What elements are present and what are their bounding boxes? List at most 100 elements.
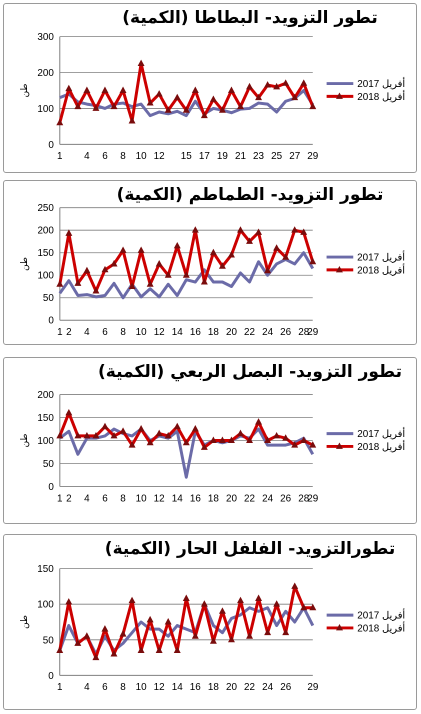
data-point-2018 [110,102,118,110]
y-tick-label: 200 [37,390,54,401]
data-point-2018 [273,82,281,90]
y-tick-label: 200 [37,226,54,237]
data-point-2018 [128,117,136,124]
series-line-2017 [58,251,315,300]
data-point-2018 [182,594,190,601]
legend-label-2018: أفريل 2018 [357,440,405,453]
legend-label-2017: أفريل 2017 [357,77,405,90]
legend-label-2018: أفريل 2018 [357,621,405,634]
data-point-2018 [164,271,172,278]
x-tick-label: 23 [253,151,264,162]
x-tick-label: 29 [307,682,318,693]
data-point-2018 [264,266,272,274]
data-point-2018 [65,84,73,92]
x-tick-label: 24 [262,493,273,504]
data-point-2018 [282,253,290,260]
chart-svg: 0 100 200 300 طن 1 4 6 8 10 12 15 17 19 21 23 25 27 29 أفري… [20,32,405,162]
data-point-2018 [92,431,100,439]
data-point-2018 [137,646,145,653]
data-point-2018 [119,630,127,637]
legend-marker-2018 [335,265,343,273]
y-tick-label: 150 [37,564,54,575]
data-point-2018 [56,646,64,653]
x-tick-label: 17 [199,151,210,162]
data-point-2018 [200,600,208,607]
data-point-2018 [128,441,136,448]
x-tick-label: 8 [120,493,126,504]
data-point-2018 [300,228,308,235]
data-point-2018 [291,441,299,448]
data-point-2018 [137,59,145,67]
data-point-2018 [173,242,181,249]
x-tick-label: 10 [136,151,147,162]
data-point-2018 [246,436,253,443]
chart-panel-potato: تطور التزويد- البطاطا (الكمية) 0 100 200 30… [3,3,417,173]
data-point-2018 [128,282,136,289]
data-point-2018 [56,118,64,126]
y-tick-label: 150 [37,413,54,424]
y-tick-label: 100 [37,271,54,282]
data-point-2018 [264,81,272,88]
x-tick-label: 16 [190,682,201,693]
data-point-2018 [137,246,145,253]
data-point-2018 [83,86,91,93]
legend-marker-2018 [336,92,343,99]
x-tick-label: 26 [280,682,291,693]
x-tick-label: 1 [57,151,63,162]
data-point-2018 [191,632,199,639]
data-point-2018 [92,287,100,294]
data-point-2018 [300,79,308,86]
data-point-2018 [291,93,299,101]
x-tick-label: 19 [217,151,228,162]
chart-title: تطور التزويد- البصل الربعي (الكمية) [98,362,402,382]
data-point-2018 [110,260,118,267]
data-point-2018 [173,646,181,653]
x-tick-label: 27 [289,151,300,162]
x-tick-label: 1 [57,327,62,338]
data-point-2018 [264,436,272,443]
data-point-2018 [237,102,244,110]
x-tick-label: 29 [307,151,318,162]
x-tick-label: 20 [226,327,237,338]
chart-title: تطورالتزويد- الفلفل الحار (الكمية) [104,539,396,559]
data-point-2018 [65,408,73,416]
data-point-2018 [146,438,154,446]
x-tick-label: 18 [208,493,219,504]
data-point-2018 [291,582,299,589]
x-tick-label: 15 [181,151,192,162]
x-tick-label: 8 [120,151,126,162]
data-point-2018 [291,226,299,233]
x-tick-label: 4 [84,151,90,162]
x-tick-label: 16 [190,327,201,338]
data-point-2018 [309,257,317,265]
data-point-2018 [101,265,109,273]
x-tick-label: 21 [235,151,246,162]
data-point-2018 [200,443,208,450]
x-tick-label: 1 [57,682,63,693]
data-point-2018 [209,436,217,443]
x-tick-label: 12 [154,151,165,162]
data-point-2018 [155,646,163,653]
data-point-2018 [282,434,290,441]
x-tick-label: 2 [66,327,71,338]
data-point-2018 [56,431,64,439]
data-point-2018 [155,90,163,97]
data-point-2018 [246,82,253,90]
y-tick-label: 0 [48,316,54,327]
data-point-2018 [227,436,235,443]
chart-panel-onion: تطور التزويد- البصل الربعي (الكمية) 0 50 1… [3,357,417,524]
data-point-2018 [209,637,217,644]
data-point-2018 [155,429,163,437]
data-point-2018 [209,95,217,102]
x-tick-label: 18 [208,682,219,693]
data-point-2018 [83,632,91,639]
data-point-2018 [182,438,190,446]
data-point-2018 [255,594,263,601]
y-tick-label: 0 [48,671,54,682]
x-tick-label: 8 [120,682,126,693]
chart-panel-hot-pepper: تطورالتزويد- الفلفل الحار (الكمية) 0 50 10… [3,534,417,710]
data-point-2018 [83,431,91,439]
y-tick-label: 0 [48,482,54,493]
data-point-2018 [200,278,208,285]
chart-panel-tomato: تطور التزويد- الطماطم (الكمية) 0 50 100 150… [3,180,417,345]
